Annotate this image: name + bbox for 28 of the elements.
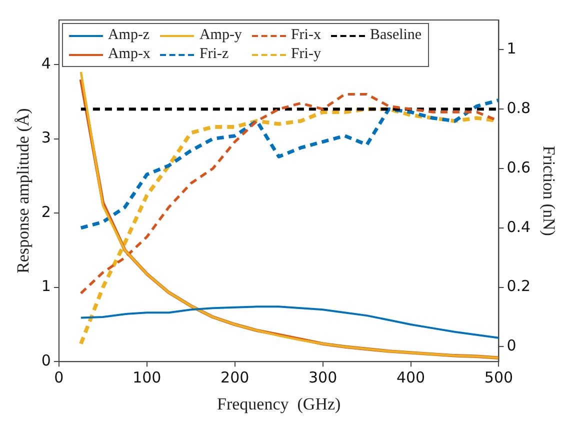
- legend-label: Fri-z: [199, 45, 229, 64]
- y-axis-title: Response amplitude (Å): [14, 108, 33, 274]
- y2-tick-label: 1: [506, 40, 516, 58]
- y2-tick-label: 0.2: [506, 277, 531, 296]
- legend-label: Fri-x: [290, 26, 321, 45]
- legend-label: Baseline: [370, 26, 422, 45]
- x-tick-label: 400: [396, 368, 426, 386]
- x-tick-label: 500: [484, 368, 514, 386]
- y2-tick-label: 0.8: [506, 99, 531, 118]
- y2-tick-label: 0.4: [506, 218, 531, 236]
- y2-tick-label: 0: [506, 336, 516, 355]
- x-tick-label: 300: [308, 368, 338, 386]
- legend-label: Amp-z: [108, 26, 150, 45]
- x-tick-label: 100: [132, 368, 162, 386]
- x-tick-label: 0: [54, 368, 64, 386]
- y-tick-label: 0: [41, 351, 51, 370]
- y-tick-label: 3: [41, 128, 51, 147]
- y2-tick-label: 0.6: [506, 158, 531, 176]
- legend-label: Amp-y: [199, 26, 242, 45]
- y2-axis-title: Friction (nN): [539, 146, 558, 236]
- x-tick-label: 200: [220, 368, 250, 386]
- line-series: [79, 98, 499, 230]
- y-tick-label: 2: [41, 202, 51, 221]
- legend-label: Amp-x: [108, 45, 150, 64]
- legend-label: Fri-y: [290, 45, 321, 64]
- x-axis-title: Frequency (GHz): [217, 394, 341, 414]
- y-tick-label: 1: [41, 277, 51, 296]
- y-tick-label: 4: [41, 54, 51, 72]
